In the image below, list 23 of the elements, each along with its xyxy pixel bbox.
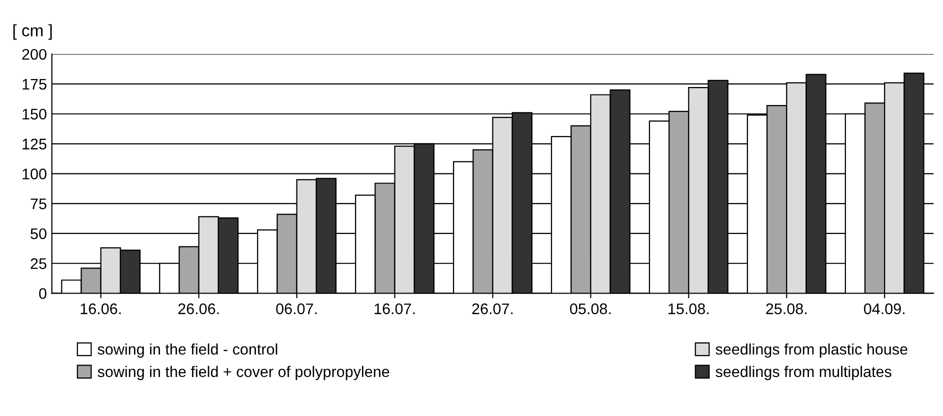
y-axis-title: [ cm ] xyxy=(13,24,52,40)
x-tick-label: 05.08. xyxy=(570,303,611,314)
y-tick-label: 175 xyxy=(22,79,46,90)
y-tick-label: 25 xyxy=(30,258,46,270)
x-tick-label: 16.07. xyxy=(374,303,415,314)
x-tick-label: 06.07. xyxy=(276,303,317,314)
y-tick-label: 75 xyxy=(30,198,46,210)
y-tick-label: 0 xyxy=(39,288,46,299)
x-tick-label: 26.06. xyxy=(178,303,219,314)
legend-label: seedlings from plastic house xyxy=(716,343,908,358)
y-tick-label: 200 xyxy=(22,48,46,60)
x-tick-label: 15.08. xyxy=(668,303,708,314)
x-tick-label: 16.06. xyxy=(80,303,121,314)
y-tick-label: 125 xyxy=(22,138,46,150)
legend-label: seedlings from multiplates xyxy=(716,366,892,380)
x-tick-label: 04.09. xyxy=(864,303,904,314)
legend-label: sowing in the field - control xyxy=(98,343,278,358)
legend-label: sowing in the field + cover of polypropylene xyxy=(98,366,390,380)
y-tick-label: 150 xyxy=(22,108,46,120)
x-tick-label: 26.07. xyxy=(472,303,513,314)
y-tick-label: 50 xyxy=(30,228,46,240)
x-tick-label: 25.08. xyxy=(766,303,806,314)
y-tick-label: 100 xyxy=(22,168,46,180)
